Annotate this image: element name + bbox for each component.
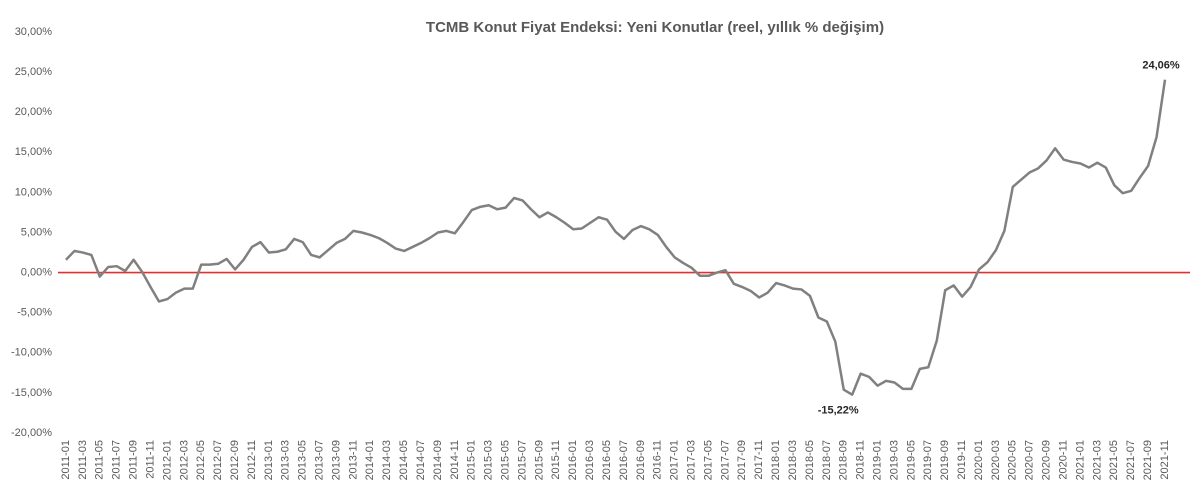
x-tick-label: 2014-07: [415, 440, 427, 480]
x-tick-label: 2013-01: [263, 440, 275, 480]
x-tick-label: 2013-09: [330, 440, 342, 480]
x-tick-label: 2011-11: [144, 440, 156, 479]
x-tick-label: 2014-11: [449, 440, 461, 480]
x-tick-label: 2018-03: [787, 440, 799, 480]
x-tick-label: 2020-03: [990, 440, 1002, 480]
x-tick-label: 2014-05: [398, 440, 410, 480]
x-tick-label: 2017-11: [753, 440, 765, 480]
y-tick-label: -5,00%: [17, 307, 52, 319]
y-tick-label: 5,00%: [21, 226, 52, 238]
y-tick-label: 30,00%: [15, 26, 53, 38]
data-label: -15,22%: [818, 405, 859, 417]
x-tick-label: 2014-09: [432, 440, 444, 480]
x-tick-label: 2018-11: [855, 440, 867, 480]
x-tick-label: 2011-07: [111, 440, 123, 480]
x-tick-label: 2017-03: [685, 440, 697, 480]
x-tick-label: 2014-01: [364, 440, 376, 480]
x-tick-label: 2011-01: [60, 440, 72, 480]
x-tick-label: 2016-01: [567, 440, 579, 480]
x-tick-label: 2015-05: [500, 440, 512, 480]
y-tick-label: -20,00%: [11, 427, 52, 439]
x-tick-label: 2012-09: [229, 440, 241, 480]
y-tick-label: -15,00%: [11, 387, 52, 399]
data-label: 24,06%: [1142, 60, 1180, 72]
x-tick-label: 2016-07: [618, 440, 630, 480]
x-tick-label: 2013-11: [347, 440, 359, 480]
x-tick-label: 2021-09: [1142, 440, 1154, 480]
y-tick-label: 25,00%: [15, 66, 53, 78]
x-tick-label: 2019-05: [905, 440, 917, 480]
x-tick-label: 2012-11: [246, 440, 258, 480]
x-tick-label: 2019-01: [871, 440, 883, 480]
y-tick-label: 20,00%: [15, 106, 53, 118]
x-tick-label: 2012-01: [161, 440, 173, 480]
x-tick-label: 2020-05: [1007, 440, 1019, 480]
x-tick-label: 2016-03: [584, 440, 596, 480]
x-tick-label: 2019-09: [939, 440, 951, 480]
x-tick-label: 2011-09: [128, 440, 140, 480]
x-tick-label: 2013-03: [280, 440, 292, 480]
x-tick-label: 2021-11: [1159, 440, 1171, 480]
x-tick-label: 2015-01: [466, 440, 478, 480]
x-tick-label: 2018-09: [838, 440, 850, 480]
x-tick-label: 2021-05: [1108, 440, 1120, 480]
x-tick-label: 2011-05: [94, 440, 106, 480]
x-tick-label: 2017-07: [719, 440, 731, 480]
chart-title: TCMB Konut Fiyat Endeksi: Yeni Konutlar …: [426, 19, 884, 36]
y-tick-label: 10,00%: [15, 186, 53, 198]
x-tick-label: 2015-07: [516, 440, 528, 480]
x-tick-label: 2016-05: [601, 440, 613, 480]
x-tick-label: 2012-03: [178, 440, 190, 480]
y-tick-label: -10,00%: [11, 347, 52, 359]
x-tick-label: 2016-09: [635, 440, 647, 480]
x-tick-label: 2019-07: [922, 440, 934, 480]
x-tick-label: 2020-11: [1057, 440, 1069, 480]
x-tick-label: 2017-01: [669, 440, 681, 480]
y-tick-label: 0,00%: [21, 267, 52, 279]
x-tick-label: 2017-09: [736, 440, 748, 480]
x-tick-label: 2012-05: [195, 440, 207, 480]
x-tick-label: 2013-07: [314, 440, 326, 480]
data-line: [65, 79, 1167, 396]
x-tick-label: 2018-05: [804, 440, 816, 480]
x-tick-label: 2018-07: [821, 440, 833, 480]
y-tick-label: 15,00%: [15, 146, 53, 158]
x-tick-label: 2017-05: [702, 440, 714, 480]
x-tick-label: 2019-11: [956, 440, 968, 480]
x-tick-label: 2016-11: [652, 440, 664, 480]
x-tick-label: 2020-01: [973, 440, 985, 480]
x-tick-label: 2019-03: [888, 440, 900, 480]
x-tick-label: 2012-07: [212, 440, 224, 480]
x-tick-label: 2018-01: [770, 440, 782, 480]
x-tick-label: 2015-03: [483, 440, 495, 480]
x-tick-label: 2021-01: [1074, 440, 1086, 480]
x-tick-label: 2013-05: [297, 440, 309, 480]
x-tick-label: 2020-09: [1041, 440, 1053, 480]
x-tick-label: 2015-11: [550, 440, 562, 480]
x-tick-label: 2014-03: [381, 440, 393, 480]
x-tick-label: 2021-03: [1091, 440, 1103, 480]
x-tick-label: 2011-03: [77, 440, 89, 480]
x-tick-label: 2015-09: [533, 440, 545, 480]
x-tick-label: 2021-07: [1125, 440, 1137, 480]
x-tick-label: 2020-07: [1024, 440, 1036, 480]
